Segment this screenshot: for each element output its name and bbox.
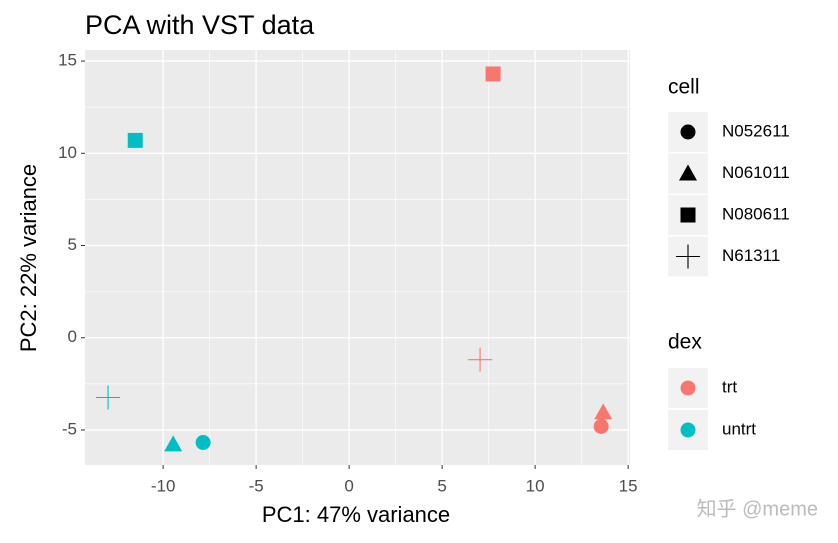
x-tick-label: 5 [437, 476, 446, 495]
x-tick-label: 15 [619, 476, 638, 495]
legend-symbol [680, 207, 696, 223]
legend-title: dex [668, 331, 702, 354]
legend-label: N61311 [722, 246, 780, 265]
legend-label: N052611 [722, 121, 790, 140]
y-tick-label: -5 [62, 419, 77, 438]
legend-symbol [680, 124, 696, 140]
chart-title: PCA with VST data [85, 10, 315, 40]
legend-label: N080611 [722, 204, 790, 223]
plot-background [85, 50, 630, 465]
point [485, 66, 501, 82]
y-tick-label: 5 [68, 235, 77, 254]
x-tick-label: 10 [526, 476, 545, 495]
point [96, 385, 121, 410]
point [164, 435, 183, 452]
x-tick-label: -5 [249, 476, 264, 495]
x-tick-label: 0 [344, 476, 353, 495]
x-axis-label: PC1: 47% variance [262, 502, 450, 527]
point [594, 403, 613, 420]
legend-label: N061011 [722, 163, 790, 182]
y-tick-label: 10 [58, 143, 77, 162]
legend-label: trt [722, 377, 737, 396]
legend-symbol [676, 244, 700, 269]
legend-symbol [680, 422, 696, 438]
point [127, 132, 143, 148]
y-axis-label: PC2: 22% variance [16, 164, 41, 352]
legend-symbol [679, 164, 697, 181]
point [593, 418, 609, 434]
y-tick-label: 0 [68, 327, 77, 346]
point [468, 347, 493, 372]
y-tick-label: 15 [58, 51, 77, 70]
legend-title: cell [668, 76, 700, 99]
legend-label: untrt [722, 419, 756, 438]
x-tick-label: -10 [151, 476, 176, 495]
watermark: 知乎 @meme [697, 497, 818, 520]
legend-symbol [680, 380, 696, 396]
point [195, 434, 211, 450]
